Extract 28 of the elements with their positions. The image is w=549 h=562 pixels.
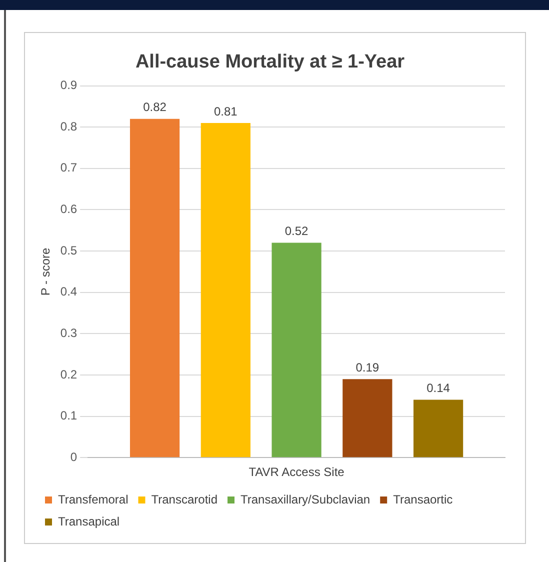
legend-label: Transcarotid	[151, 492, 218, 506]
y-tick-label: 0.1	[60, 408, 78, 423]
y-tick-label: 0	[70, 450, 78, 464]
y-tick-label: 0.3	[60, 326, 78, 340]
legend-label: Transaxillary/Subclavian	[240, 492, 370, 506]
y-tick-label: 0.6	[60, 202, 78, 216]
data-label: 0.19	[356, 360, 380, 374]
data-label: 0.14	[426, 381, 450, 396]
y-tick-label: 0.5	[60, 243, 78, 258]
y-tick-label: 0.7	[60, 160, 78, 175]
x-axis-title: TAVR Access Site	[248, 465, 345, 480]
data-label: 0.81	[214, 104, 238, 118]
bar	[200, 122, 250, 458]
y-tick-label: 0.4	[60, 284, 78, 299]
y-tick-label: 0.9	[60, 78, 78, 92]
legend-label: Transaortic	[393, 492, 453, 506]
chart-title: All-cause Mortality at ≥ 1-Year	[135, 52, 406, 73]
y-tick-label: 0.2	[60, 367, 78, 382]
bar	[342, 379, 392, 458]
data-label: 0.82	[143, 100, 167, 114]
bar	[413, 400, 464, 458]
legend-label: Transapical	[58, 514, 120, 528]
data-label: 0.52	[284, 224, 309, 238]
bar	[130, 118, 180, 458]
bar	[272, 242, 322, 458]
legend-label: Transfemoral	[58, 492, 128, 506]
y-tick-label: 0.8	[60, 119, 78, 134]
y-axis-title: P - score	[38, 247, 53, 296]
